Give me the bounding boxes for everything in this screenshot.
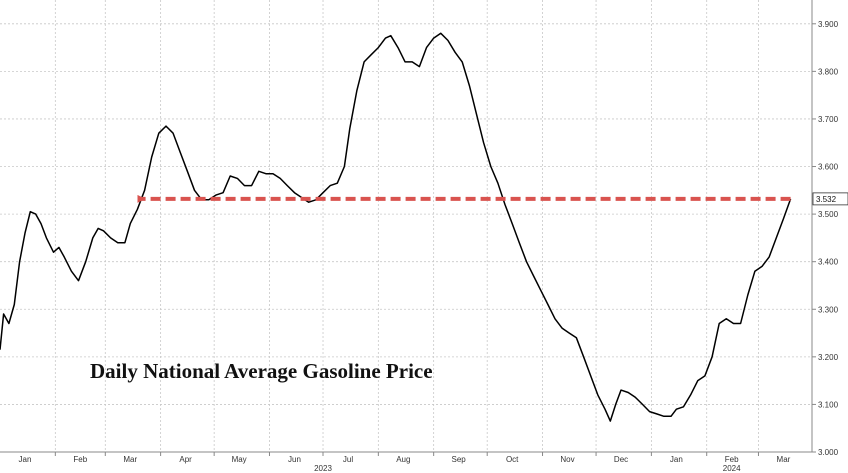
y-tick-label: 3.000	[818, 448, 839, 457]
y-tick-label: 3.400	[818, 258, 839, 267]
x-tick-label: May	[232, 455, 247, 464]
x-tick-labels: Jan Feb Mar Apr May Jun Jul Aug Sep Oct Nov Dec Jan F…	[19, 452, 791, 473]
price-line	[0, 32, 792, 422]
last-value-label: 3.532	[816, 195, 837, 204]
year-label: 2023	[314, 464, 332, 473]
x-tick-label: Jun	[288, 455, 301, 464]
x-tick-label: Nov	[560, 455, 574, 464]
x-tick-label: Jan	[670, 455, 683, 464]
x-tick-label: Dec	[614, 455, 628, 464]
x-tick-label: Mar	[123, 455, 137, 464]
y-tick-label: 3.100	[818, 400, 839, 409]
x-tick-label: Apr	[179, 455, 192, 464]
plot-background	[0, 0, 812, 452]
x-tick-label: Sep	[452, 455, 467, 464]
x-tick-label: Jan	[19, 455, 32, 464]
y-tick-labels: 3.000 3.100 3.200 3.300 3.400 3.500 3.600 3.700…	[812, 20, 839, 457]
y-tick-label: 3.200	[818, 353, 839, 362]
year-label: 2024	[723, 464, 741, 473]
x-tick-label: Aug	[396, 455, 410, 464]
y-tick-label: 3.600	[818, 163, 839, 172]
chart-title: Daily National Average Gasoline Price	[90, 359, 433, 383]
y-tick-label: 3.500	[818, 210, 839, 219]
x-tick-label: Jul	[343, 455, 353, 464]
axes	[0, 0, 813, 453]
x-tick-label: Feb	[725, 455, 739, 464]
annotations: 3.532	[137, 192, 848, 206]
last-value-box	[812, 192, 848, 206]
y-tick-label: 3.700	[818, 115, 839, 124]
y-tick-label: 3.900	[818, 20, 839, 29]
x-tick-label: Oct	[506, 455, 519, 464]
series-lines	[0, 32, 792, 422]
x-tick-label: Feb	[73, 455, 87, 464]
y-tick-label: 3.300	[818, 305, 839, 314]
y-tick-label: 3.800	[818, 67, 839, 76]
grid-lines	[0, 0, 812, 453]
x-tick-label: Mar	[777, 455, 791, 464]
